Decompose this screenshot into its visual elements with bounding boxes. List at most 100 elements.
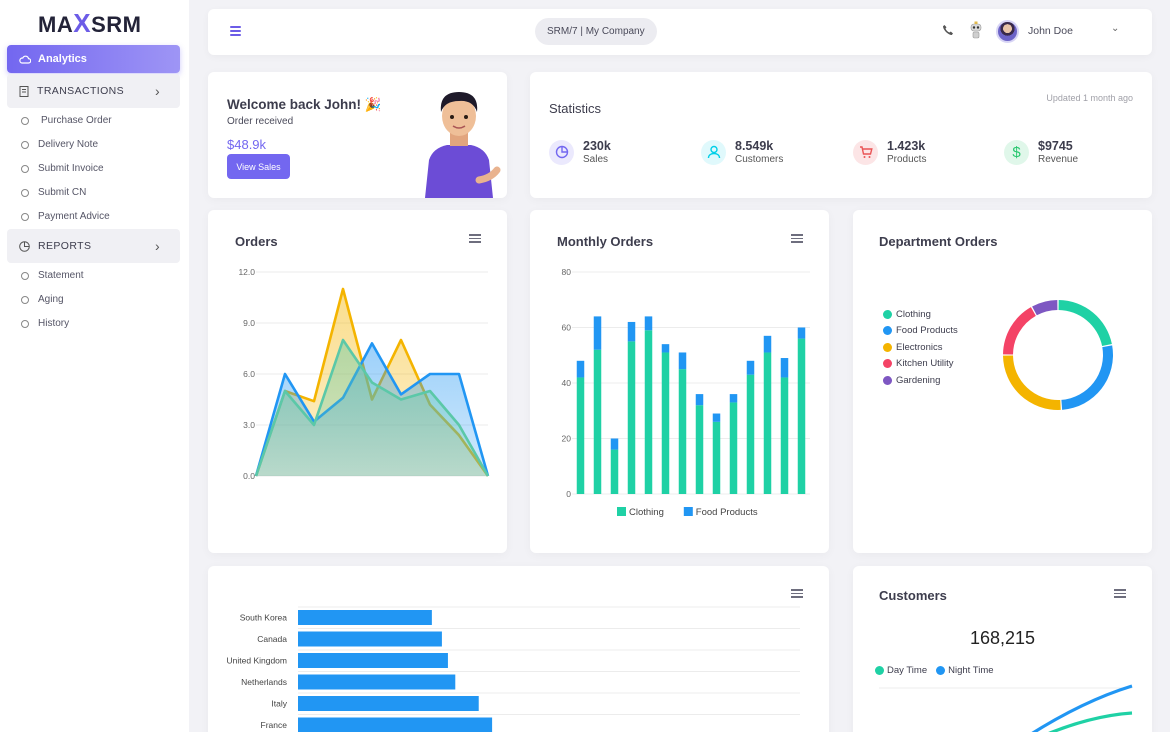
nav-submit-cn[interactable]: Submit CN — [21, 187, 86, 198]
nav-aging[interactable]: Aging — [21, 294, 64, 305]
nav-delivery-note[interactable]: Delivery Note — [21, 139, 98, 150]
legend-day-time: Day Time — [875, 665, 927, 676]
bar-clothing — [593, 349, 602, 494]
y-tick-label: 0 — [566, 489, 571, 499]
chevron-down-icon[interactable]: ⌄ — [1111, 23, 1120, 34]
document-icon — [19, 85, 29, 97]
legend-marker — [683, 507, 693, 516]
area-line-series-2 — [254, 338, 490, 477]
user-avatar[interactable] — [996, 20, 1019, 43]
stat-value: 230k — [583, 139, 611, 153]
robot-icon[interactable] — [969, 21, 983, 39]
y-tick-label: Netherlands — [241, 677, 287, 687]
monthly-chart: 0 20 40 60 80 Clothing Food Products — [562, 267, 810, 518]
donut-slice-electronics — [1003, 355, 1061, 410]
nav-item-label: Statement — [38, 270, 84, 281]
menu-icon[interactable] — [791, 234, 803, 243]
logo[interactable]: MAXSRM — [38, 8, 141, 39]
nav-item-label: Purchase Order — [41, 115, 112, 126]
circle-icon — [21, 116, 29, 125]
legend-label: Day Time — [887, 665, 928, 676]
nav-item-label: History — [38, 318, 70, 329]
legend-gardening: Gardening — [883, 372, 958, 389]
menu-icon[interactable] — [1114, 589, 1126, 598]
nav-item-label: Payment Advice — [38, 211, 110, 222]
view-sales-button[interactable]: View Sales — [227, 154, 290, 179]
legend-marker — [617, 507, 626, 516]
logo-left: MA — [38, 12, 74, 37]
bar-clothing — [661, 352, 670, 494]
nav-statement[interactable]: Statement — [21, 270, 84, 281]
y-tick-label: United Kingdom — [227, 656, 287, 666]
nav-purchase-order[interactable]: Purchase Order — [21, 115, 112, 126]
area-fill-series-2 — [256, 340, 488, 476]
country-bar-chart: South Korea Canada United Kingdom Netherlan… — [227, 606, 800, 732]
legend-label: Food Products — [896, 325, 958, 337]
y-tick-label: 60 — [562, 323, 572, 333]
customers-legend: Day Time Night Time — [875, 665, 994, 676]
nav-payment-advice[interactable]: Payment Advice — [21, 211, 110, 222]
cloud-icon — [19, 55, 31, 64]
user-icon — [701, 139, 726, 165]
stat-customers: 8.549k Customers — [701, 139, 783, 165]
topbar: SRM/7 | My Company John Doe ⌄ — [208, 9, 1152, 55]
bar-clothing — [712, 421, 721, 494]
y-tick-label: Italy — [271, 699, 287, 709]
area-line-series-1 — [254, 342, 490, 477]
bar-food-products — [627, 321, 636, 342]
logo-x: X — [73, 8, 92, 38]
y-tick-label: 20 — [562, 434, 572, 444]
country-bar — [298, 717, 493, 732]
bar-clothing — [678, 369, 687, 494]
bar-food-products — [746, 360, 755, 375]
legend-label: Night Time — [948, 665, 994, 676]
user-name[interactable]: John Doe — [1028, 25, 1073, 37]
circle-icon — [21, 212, 29, 221]
logo-right: SRM — [91, 12, 142, 37]
stat-value: $9745 — [1038, 139, 1073, 153]
phone-icon[interactable] — [942, 24, 954, 39]
monthly-orders-title: Monthly Orders — [557, 234, 654, 249]
bar-clothing — [576, 377, 585, 494]
legend-night-time: Night Time — [936, 665, 994, 676]
orders-card: Orders 0.0 3.0 6.0 9.0 12.0 — [208, 210, 507, 553]
nav-reports[interactable]: REPORTS › — [7, 229, 180, 263]
hamburger-menu-icon[interactable] — [230, 26, 241, 36]
menu-icon[interactable] — [469, 234, 481, 243]
donut-slice-kitchen-utility — [1003, 307, 1036, 355]
night-time-line — [1031, 684, 1133, 732]
bar-food-products — [712, 413, 721, 422]
nav-transactions-label: TRANSACTIONS — [37, 85, 125, 97]
stat-label: Customers — [735, 154, 784, 165]
stat-label: Sales — [583, 154, 609, 165]
avatar-illustration — [425, 92, 501, 198]
bar-clothing — [729, 402, 738, 494]
menu-icon[interactable] — [791, 589, 803, 598]
bar-clothing — [780, 377, 789, 494]
donut-slice-clothing — [1058, 300, 1112, 347]
company-selector[interactable]: SRM/7 | My Company — [535, 18, 657, 45]
country-bar — [298, 631, 442, 647]
nav-submit-invoice[interactable]: Submit Invoice — [21, 163, 104, 174]
department-orders-title: Department Orders — [879, 234, 998, 249]
bar-food-products — [678, 352, 687, 370]
legend-kitchen-utility: Kitchen Utility — [883, 356, 958, 373]
bar-clothing — [797, 338, 806, 494]
chevron-right-icon: › — [154, 83, 160, 99]
sidebar: MAXSRM Analytics TRANSACTIONS › Purchase… — [0, 0, 189, 732]
monthly-orders-card: Monthly Orders 0 20 40 60 80 Clothing Food Pro… — [530, 210, 829, 553]
bar-clothing — [746, 374, 755, 494]
y-tick-label: 40 — [562, 378, 572, 388]
day-time-line — [1048, 711, 1133, 732]
circle-icon — [21, 319, 29, 328]
legend-electronics: Electronics — [883, 339, 958, 356]
nav-analytics[interactable]: Analytics — [7, 45, 180, 73]
nav-transactions[interactable]: TRANSACTIONS › — [7, 74, 180, 108]
nav-history[interactable]: History — [21, 318, 69, 329]
y-tick-label: Canada — [257, 634, 287, 644]
y-tick-label: South Korea — [240, 613, 288, 623]
welcome-amount: $48.9k — [227, 137, 267, 152]
statistics-updated: Updated 1 month ago — [1046, 93, 1133, 103]
nav-reports-label: REPORTS — [38, 240, 92, 252]
department-orders-card: Department Orders Clothing Food Products… — [853, 210, 1152, 553]
